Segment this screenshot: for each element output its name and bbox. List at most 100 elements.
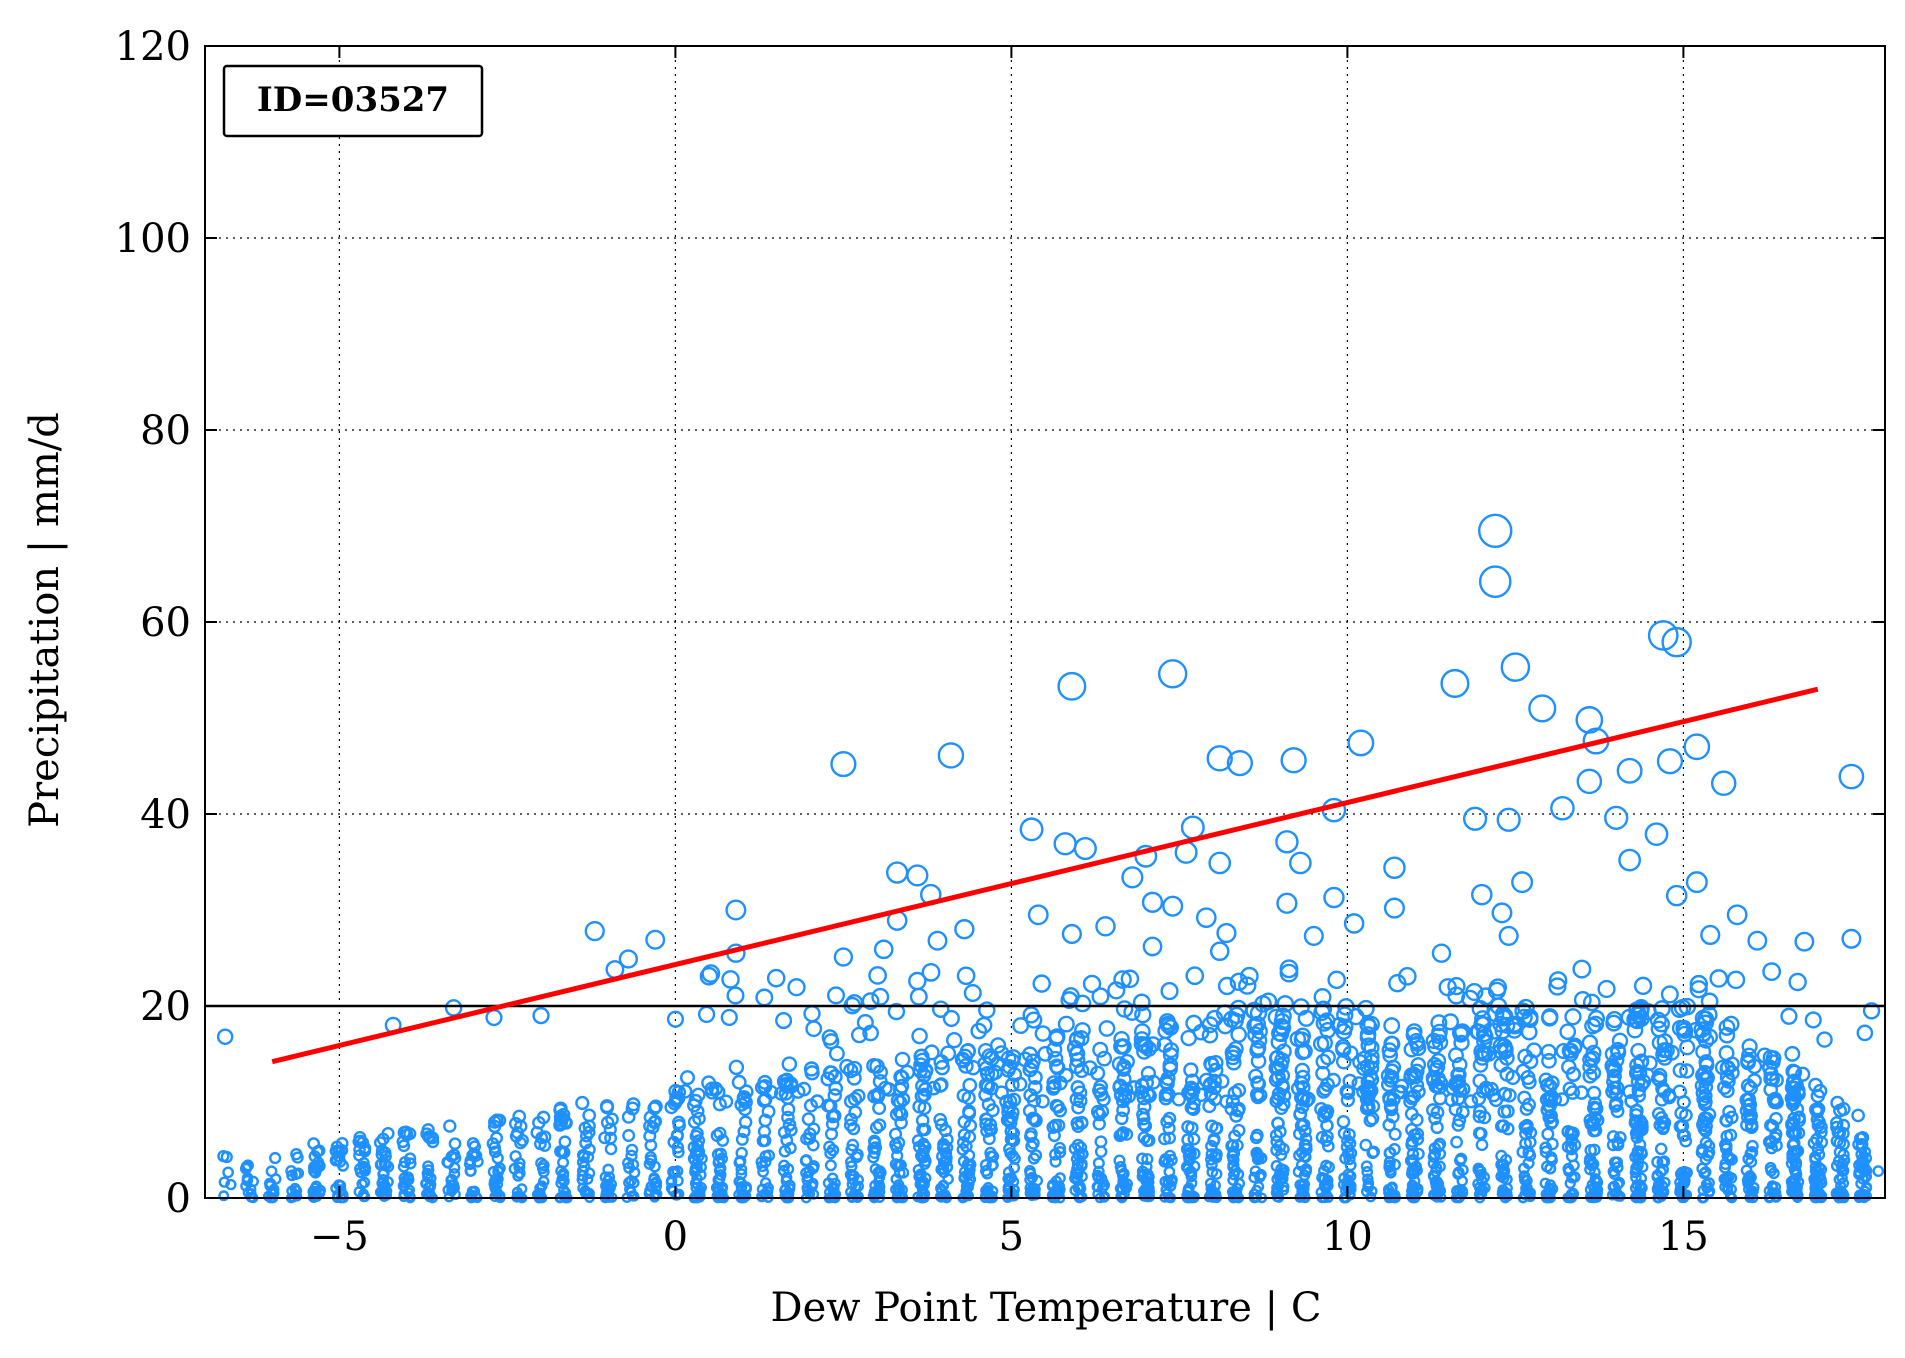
data-point (822, 1033, 840, 1050)
data-point (376, 1132, 390, 1146)
data-point (1709, 969, 1729, 988)
data-point (984, 1146, 997, 1160)
data-point (889, 1127, 903, 1141)
data-point (872, 1118, 887, 1132)
data-point (1473, 1181, 1486, 1194)
data-point (894, 1190, 906, 1202)
data-point (695, 1181, 707, 1194)
data-point (1670, 1000, 1689, 1019)
data-point (598, 1131, 612, 1145)
data-point (1145, 1074, 1161, 1090)
data-point (1259, 992, 1278, 1011)
data-point (1541, 1053, 1557, 1069)
data-point (1613, 1131, 1627, 1145)
data-point (1208, 1091, 1223, 1107)
data-point (600, 1115, 615, 1130)
data-point (1068, 1045, 1085, 1062)
data-point (940, 1141, 954, 1154)
data-point (1661, 1088, 1677, 1103)
data-point-outlier (833, 947, 854, 967)
data-point (1814, 1125, 1828, 1139)
data-point (1228, 1006, 1246, 1025)
data-point (1554, 1092, 1570, 1107)
data-point (1205, 1119, 1219, 1133)
data-point-outlier (1496, 807, 1521, 832)
data-point (648, 1099, 663, 1114)
data-point (1054, 1172, 1066, 1184)
data-point (1830, 1095, 1845, 1110)
data-point-outlier (1498, 925, 1519, 946)
data-point-outlier (1856, 1024, 1874, 1042)
data-point (938, 1123, 953, 1138)
data-point (1053, 1103, 1067, 1118)
data-point (1608, 1098, 1623, 1113)
data-point (1744, 1117, 1759, 1132)
data-point (1698, 1094, 1713, 1110)
data-point (464, 1165, 477, 1177)
data-point (1764, 1136, 1778, 1150)
axis-ticks: −5 0 5 10 15 0 20 40 60 80 100 120 (115, 24, 1885, 1260)
data-point-outlier (1431, 943, 1452, 963)
y-tick-label: 100 (115, 216, 191, 262)
data-point (1606, 1138, 1620, 1152)
data-point (940, 1045, 957, 1062)
data-point (269, 1151, 282, 1165)
data-point (1765, 1141, 1778, 1155)
data-point (1787, 1092, 1802, 1107)
data-point (1209, 1179, 1221, 1192)
data-point-outlier (1726, 904, 1748, 926)
data-point-outlier (1027, 904, 1049, 926)
data-point-outlier (532, 1006, 550, 1025)
data-point (535, 1157, 548, 1170)
data-point-outlier (1195, 907, 1217, 929)
y-tick-label: 0 (166, 1176, 191, 1222)
y-tick-label: 20 (140, 984, 191, 1030)
data-point (931, 1000, 950, 1018)
data-point (447, 1179, 460, 1191)
data-point (218, 1190, 230, 1202)
data-point (1608, 1168, 1621, 1180)
data-point (1564, 1140, 1578, 1154)
data-point (980, 1124, 994, 1138)
data-point (981, 1167, 994, 1180)
data-point (1274, 1077, 1290, 1093)
data-point (1739, 1092, 1754, 1108)
data-point-outlier (1303, 925, 1324, 946)
data-point-outlier (1216, 922, 1237, 944)
data-point (1426, 1103, 1440, 1118)
data-point (491, 1152, 504, 1165)
data-point (1454, 1154, 1467, 1167)
data-point (1696, 1143, 1709, 1156)
data-point (1382, 1118, 1396, 1132)
data-point (736, 1092, 751, 1108)
data-point (1429, 1078, 1445, 1093)
data-point (994, 1085, 1009, 1100)
data-point (1188, 1160, 1201, 1173)
data-point (827, 1088, 842, 1103)
data-point-outlier (1872, 1165, 1885, 1177)
data-point (1113, 1030, 1130, 1048)
data-point (1017, 1051, 1033, 1068)
data-point (913, 1057, 929, 1073)
data-point (1250, 1053, 1267, 1069)
data-point (1663, 1044, 1680, 1061)
data-point (1115, 1000, 1134, 1018)
data-point-outlier (1528, 694, 1557, 723)
data-point (308, 1165, 320, 1178)
data-point (1742, 1177, 1754, 1190)
data-point (335, 1137, 349, 1150)
data-point (625, 1143, 639, 1157)
data-point (1405, 1190, 1417, 1202)
data-point (1406, 1185, 1418, 1197)
data-point (827, 1069, 843, 1085)
data-point (1186, 1102, 1201, 1117)
data-point-outlier (1656, 748, 1684, 775)
data-point (1032, 974, 1051, 993)
data-point (356, 1178, 368, 1190)
data-point (1024, 1127, 1038, 1141)
data-point (942, 1009, 960, 1028)
data-point (1622, 1084, 1638, 1099)
data-point (1521, 1074, 1537, 1090)
data-point (1607, 1061, 1623, 1077)
data-point-outlier (1616, 757, 1643, 784)
